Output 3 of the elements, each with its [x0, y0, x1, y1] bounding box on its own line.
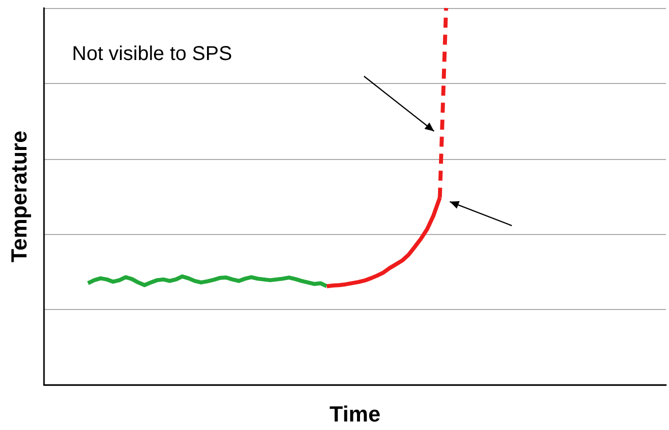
annotation: Not visible to SPS [72, 43, 232, 65]
x-axis-title: Time [330, 402, 380, 426]
y-axis-title: Temperature [6, 130, 32, 262]
